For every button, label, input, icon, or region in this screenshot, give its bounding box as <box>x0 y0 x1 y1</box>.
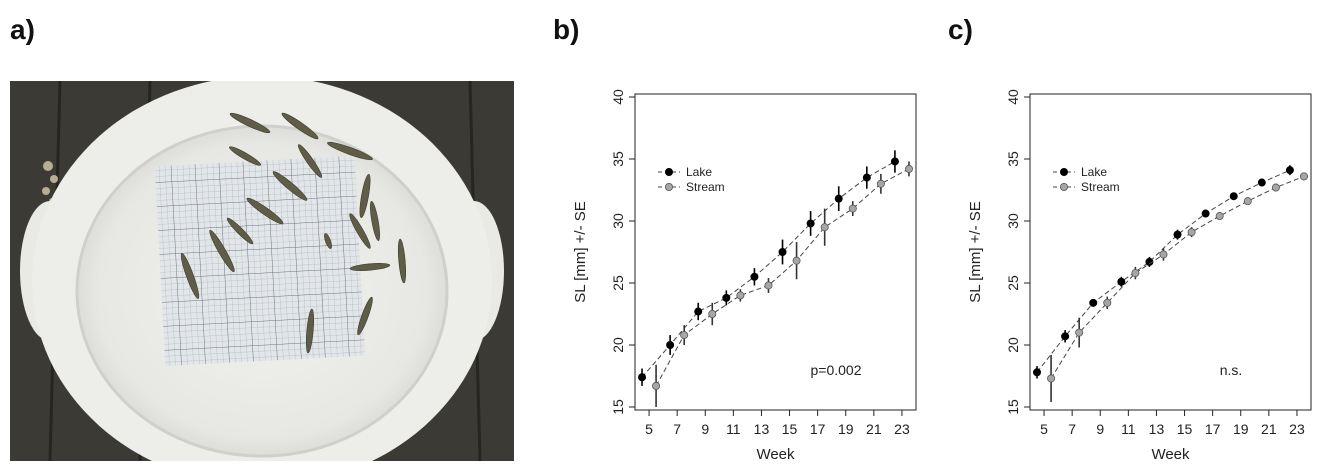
data-point-lake <box>834 194 843 203</box>
data-point-stream <box>1299 172 1308 181</box>
y-tick-label: 40 <box>610 89 626 105</box>
growth-chart-c: 15 20 25 30 35 40 5 7 9 11 13 15 17 19 21 23 Week SL [mm]… <box>967 89 1312 463</box>
data-point-stream <box>904 164 913 173</box>
series-line-stream <box>655 168 910 387</box>
data-point-stream <box>736 291 745 300</box>
data-point-lake <box>694 307 703 316</box>
data-point-stream <box>764 281 773 290</box>
data-point-lake <box>638 373 647 382</box>
x-axis-label: Week <box>756 446 795 463</box>
x-tick-label: 15 <box>782 421 798 437</box>
y-tick-label: 15 <box>610 399 626 415</box>
data-point-lake <box>750 272 759 281</box>
x-tick-label: 17 <box>1205 421 1221 437</box>
data-point-stream <box>1131 269 1140 278</box>
x-tick-label: 23 <box>1289 421 1305 437</box>
x-tick-label: 21 <box>1261 421 1277 437</box>
x-tick-label: 13 <box>754 421 770 437</box>
legend-label-lake: Lake <box>686 165 712 179</box>
data-point-stream <box>848 204 857 213</box>
y-tick-label: 30 <box>610 213 626 229</box>
y-tick-label: 40 <box>1005 89 1021 105</box>
data-point-lake <box>1117 277 1126 286</box>
data-point-stream <box>1047 374 1056 383</box>
data-point-lake <box>1201 209 1210 218</box>
data-point-lake <box>1089 298 1098 307</box>
legend-marker <box>665 167 674 176</box>
panel-label-a: a) <box>10 14 35 45</box>
data-point-lake <box>778 247 787 256</box>
legend-label-stream: Stream <box>1081 180 1120 194</box>
y-axis-label: SL [mm] +/- SE <box>967 201 984 303</box>
x-tick-label: 13 <box>1149 421 1165 437</box>
growth-chart-b: 15 20 25 30 35 40 5 7 9 11 13 15 17 19 21 23 Week SL [mm]… <box>572 89 917 463</box>
fish-bowl-photo <box>10 81 514 461</box>
data-point-lake <box>806 219 815 228</box>
y-tick-label: 25 <box>1005 275 1021 291</box>
x-tick-label: 9 <box>701 421 709 437</box>
data-point-stream <box>652 381 661 390</box>
data-point-lake <box>722 293 731 302</box>
y-tick-label: 35 <box>1005 151 1021 167</box>
data-point-stream <box>1187 228 1196 237</box>
data-point-lake <box>1257 178 1266 187</box>
y-tick-label: 15 <box>1005 399 1021 415</box>
data-point-lake <box>1173 230 1182 239</box>
x-tick-label: 23 <box>894 421 910 437</box>
x-tick-label: 11 <box>1121 421 1136 437</box>
data-point-stream <box>876 179 885 188</box>
x-tick-label: 9 <box>1096 421 1104 437</box>
x-tick-label: 19 <box>1233 421 1249 437</box>
x-tick-label: 7 <box>1068 421 1076 437</box>
legend-marker <box>1060 182 1069 191</box>
data-point-stream <box>1103 298 1112 307</box>
fish-group <box>180 112 407 354</box>
x-tick-label: 11 <box>726 421 741 437</box>
y-tick-label: 25 <box>610 275 626 291</box>
legend-marker <box>665 182 674 191</box>
plot-frame <box>634 93 917 411</box>
y-axis-label: SL [mm] +/- SE <box>572 201 589 303</box>
legend-marker <box>1060 167 1069 176</box>
data-point-lake <box>862 173 871 182</box>
series-line-lake <box>641 161 896 378</box>
y-tick-label: 20 <box>1005 337 1021 353</box>
data-point-lake <box>1061 332 1070 341</box>
data-point-stream <box>1243 197 1252 206</box>
data-point-stream <box>1215 212 1224 221</box>
significance-annotation: p=0.002 <box>811 362 862 378</box>
data-point-lake <box>666 340 675 349</box>
y-tick-label: 30 <box>1005 213 1021 229</box>
data-point-stream <box>708 309 717 318</box>
legend-label-stream: Stream <box>686 180 725 194</box>
x-tick-label: 17 <box>810 421 826 437</box>
x-tick-label: 5 <box>645 421 653 437</box>
x-tick-label: 5 <box>1040 421 1048 437</box>
y-tick-label: 35 <box>610 151 626 167</box>
significance-annotation: n.s. <box>1220 362 1243 378</box>
data-point-stream <box>820 223 829 232</box>
x-tick-label: 19 <box>838 421 854 437</box>
data-point-stream <box>1271 183 1280 192</box>
panel-label-b: b) <box>553 14 580 45</box>
legend-label-lake: Lake <box>1081 165 1107 179</box>
y-tick-label: 20 <box>610 337 626 353</box>
data-point-lake <box>890 157 899 166</box>
plot-frame <box>1029 93 1312 411</box>
x-tick-label: 7 <box>673 421 681 437</box>
series-line-lake <box>1036 169 1291 373</box>
x-tick-label: 21 <box>866 421 882 437</box>
x-axis-label: Week <box>1151 446 1190 463</box>
x-tick-label: 15 <box>1177 421 1193 437</box>
data-point-stream <box>1159 250 1168 259</box>
data-point-lake <box>1285 166 1294 175</box>
panel-label-c: c) <box>948 14 973 45</box>
data-point-lake <box>1033 368 1042 377</box>
data-point-lake <box>1229 192 1238 201</box>
data-point-stream <box>680 331 689 340</box>
data-point-stream <box>1075 328 1084 337</box>
data-point-stream <box>792 256 801 265</box>
series-line-stream <box>1050 175 1305 379</box>
